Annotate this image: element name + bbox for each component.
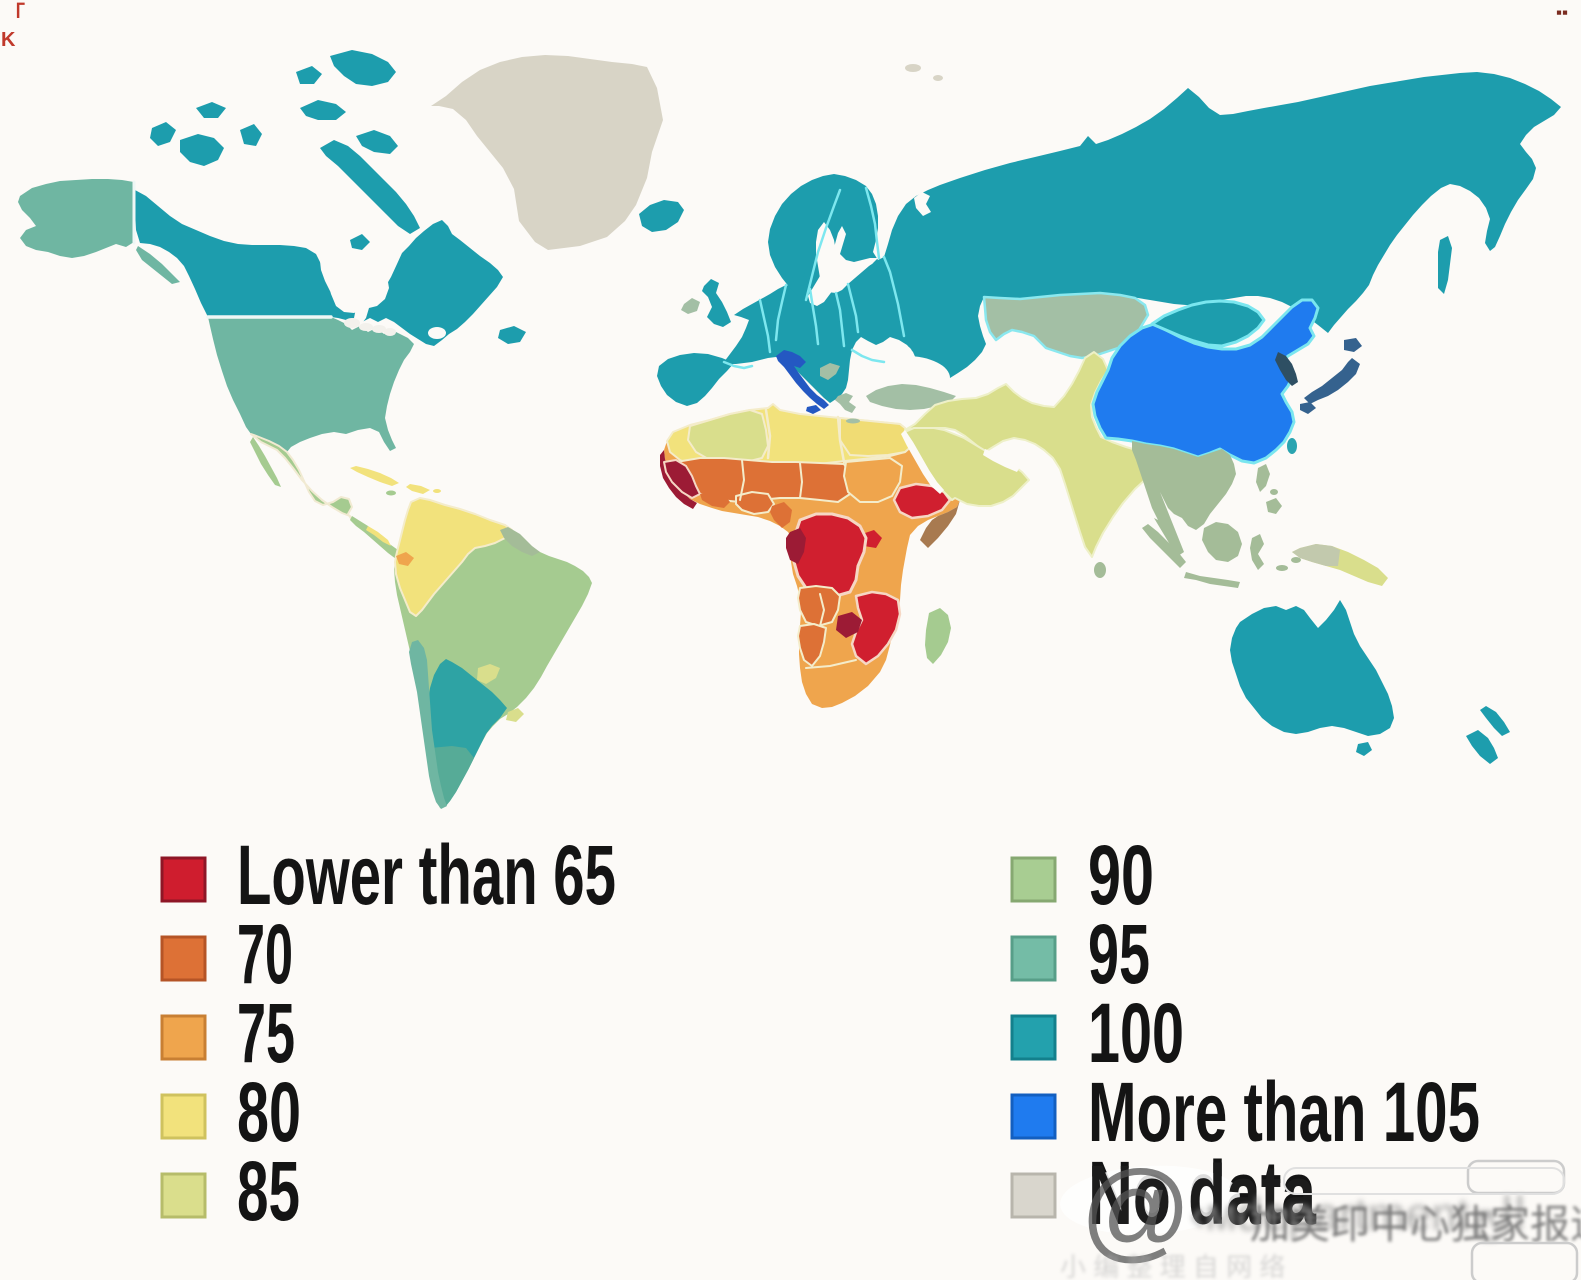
svg-text:95: 95	[1088, 907, 1150, 1001]
svg-text:No data: No data	[1088, 1148, 1317, 1242]
svg-text:More than 105: More than 105	[1088, 1065, 1480, 1159]
svg-text:90: 90	[1088, 828, 1154, 922]
svg-text:@: @	[1080, 1149, 1192, 1272]
svg-text:70: 70	[237, 907, 293, 1001]
svg-text:小 编 整 理 自 网 络: 小 编 整 理 自 网 络	[1060, 1252, 1285, 1280]
svg-text:加美印中心独家报道: 加美印中心独家报道	[1250, 1203, 1581, 1247]
svg-text:Lower than 65: Lower than 65	[237, 828, 616, 922]
svg-text:‹мdepartmentالح: ‹мdepartmentالح	[1190, 1188, 1526, 1242]
svg-text:K: K	[1, 29, 16, 51]
svg-text:85: 85	[237, 1144, 300, 1238]
svg-text:▪▪: ▪▪	[1556, 3, 1568, 22]
svg-text:「: 「	[3, 2, 25, 27]
svg-text:80: 80	[237, 1065, 301, 1159]
svg-text:100: 100	[1088, 986, 1184, 1080]
svg-text:75: 75	[237, 986, 295, 1080]
